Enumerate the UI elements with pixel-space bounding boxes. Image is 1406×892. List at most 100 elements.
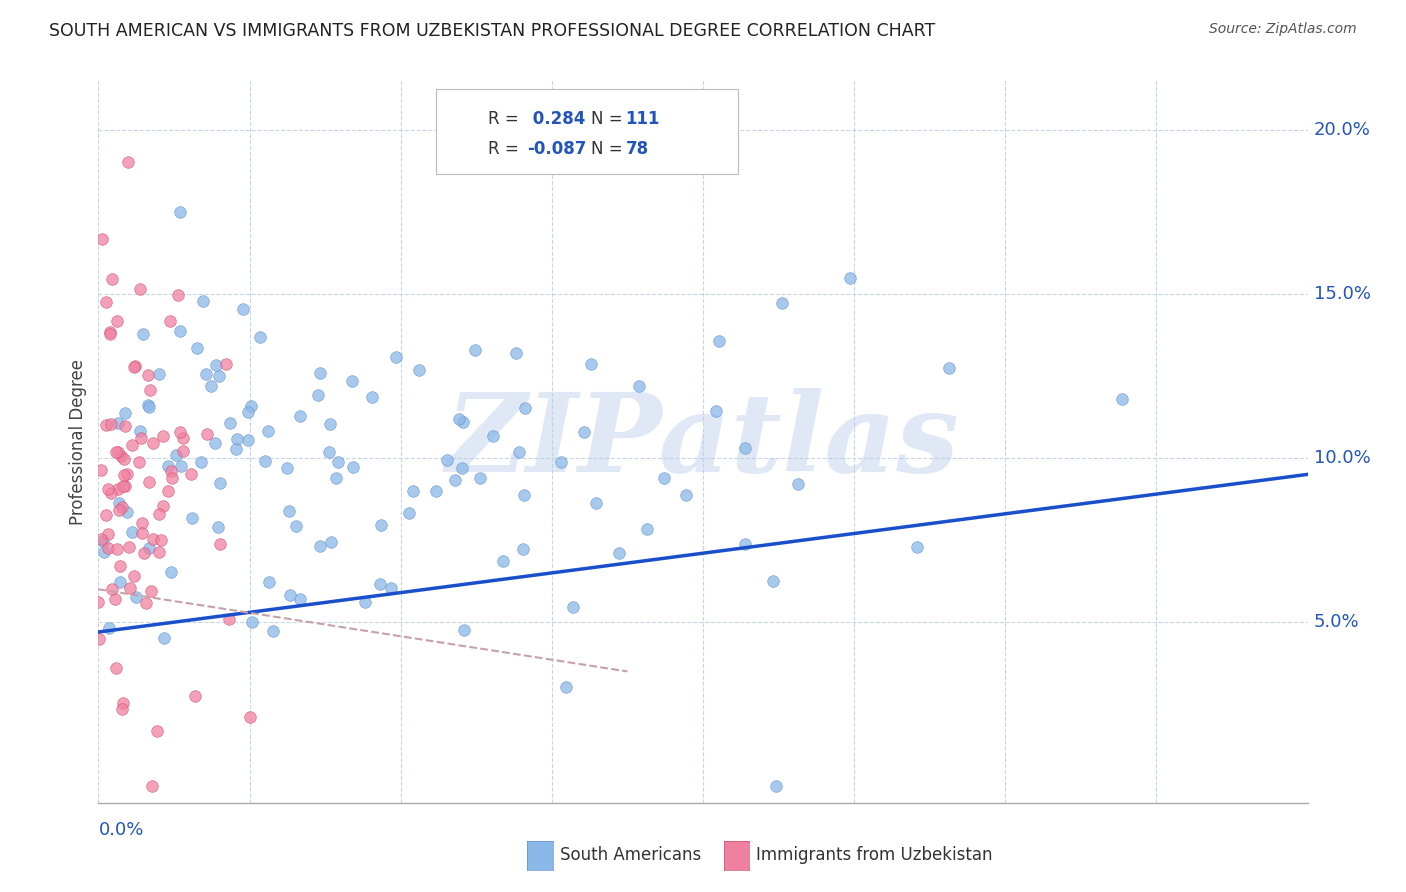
Point [122,360,145,375]
Point [152,499,174,513]
Point [101,272,124,286]
Point [166,288,188,302]
Point [169,425,191,439]
Point [165,448,187,462]
Point [288,591,311,606]
Point [125,590,148,604]
Point [905,540,928,554]
Point [139,383,162,397]
Text: Immigrants from Uzbekistan: Immigrants from Uzbekistan [756,846,993,863]
Point [129,282,152,296]
Point [94,508,117,523]
Point [108,496,131,510]
Point [353,595,375,609]
Point [117,467,139,482]
Point [325,471,347,485]
Point [238,433,260,447]
Point [104,661,127,675]
Point [148,508,170,522]
Point [107,444,129,458]
Point [112,452,135,467]
Text: 20.0%: 20.0% [1313,120,1371,138]
Point [124,359,146,374]
Point [122,569,145,583]
Text: 15.0%: 15.0% [1313,285,1371,302]
Point [128,455,150,469]
Point [94,295,117,310]
Point [117,155,139,169]
Point [159,314,181,328]
Point [142,532,165,546]
Point [218,612,240,626]
Point [138,401,160,415]
Point [652,470,675,484]
Point [195,367,218,381]
Point [734,537,756,551]
Point [453,623,475,637]
Point [100,582,122,596]
Point [288,409,311,423]
Point [129,431,152,445]
Point [98,326,121,341]
Point [181,511,204,525]
Point [402,483,425,498]
Point [505,346,527,360]
Point [938,360,960,375]
Point [100,417,122,431]
Point [579,357,602,371]
Point [104,592,127,607]
Point [277,504,299,518]
Point [105,314,128,328]
Point [787,477,810,491]
Point [135,596,157,610]
Y-axis label: Professional Degree: Professional Degree [69,359,87,524]
Point [172,444,194,458]
Point [131,526,153,541]
Point [89,463,111,477]
Point [468,471,491,485]
Point [226,433,249,447]
Point [200,378,222,392]
Text: ZIPatlas: ZIPatlas [446,388,960,495]
Point [93,545,115,559]
Point [131,327,153,342]
Point [1111,392,1133,406]
Point [307,388,329,402]
Point [146,724,169,739]
Point [112,697,135,711]
Point [550,455,572,469]
Point [112,468,135,483]
Point [257,424,280,438]
Point [152,429,174,443]
Text: R =: R = [488,110,524,128]
Point [159,565,181,579]
Point [607,546,630,560]
Point [156,458,179,473]
Point [114,419,136,434]
Point [190,455,212,469]
Point [93,534,115,549]
Point [98,621,121,635]
Point [139,584,162,599]
Point [108,503,131,517]
Point [97,541,120,555]
Point [309,366,332,380]
Point [215,357,238,371]
Point [370,517,392,532]
Point [208,368,231,383]
Point [90,532,112,546]
Point [675,488,697,502]
Text: 0.0%: 0.0% [98,821,143,838]
Point [160,464,183,478]
Point [105,541,128,556]
Point [107,416,129,430]
Point [114,479,136,493]
Point [87,632,110,646]
Point [132,546,155,560]
Point [136,368,159,382]
Point [170,458,193,473]
Point [138,475,160,490]
Point [172,431,194,445]
Point [492,554,515,568]
Point [508,445,530,459]
